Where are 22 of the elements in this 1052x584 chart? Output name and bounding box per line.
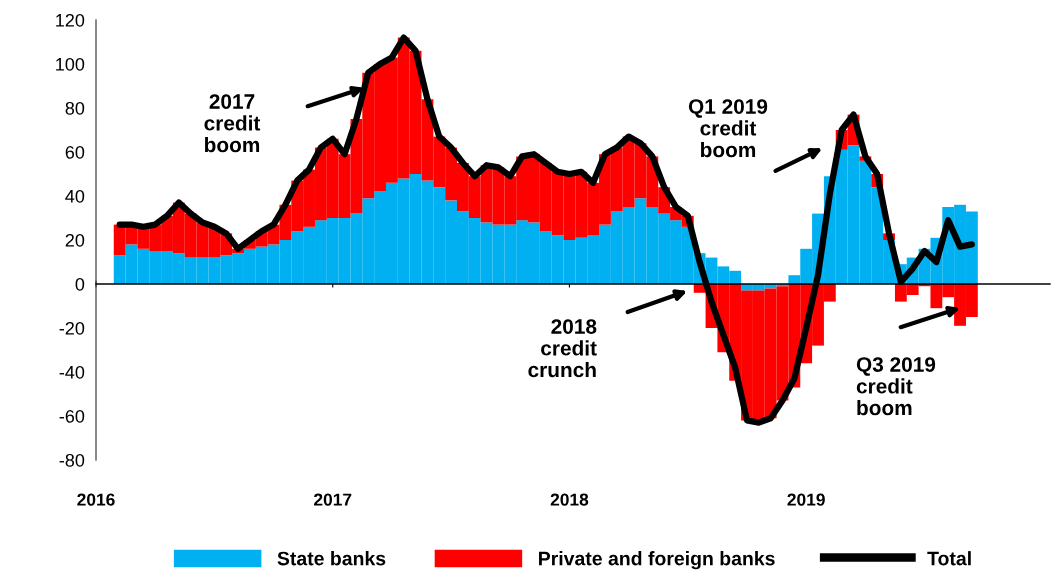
y-tick-label: 0: [75, 277, 85, 291]
y-tick-label: -80: [59, 453, 85, 467]
y-tick-label: 80: [65, 101, 85, 115]
x-tick-label: 2016: [77, 493, 115, 506]
legend-label: Total: [927, 551, 971, 566]
y-tick-label: -40: [59, 365, 85, 379]
y-tick-label: 100: [56, 57, 85, 71]
legend-label: State banks: [277, 551, 386, 566]
annotation: Q1 2019 credit boom: [688, 99, 768, 158]
legend-label: Private and foreign banks: [539, 551, 775, 570]
x-tick-label: 2017: [314, 493, 352, 506]
y-tick-label: 60: [65, 145, 85, 159]
x-tick-label: 2018: [550, 493, 589, 506]
x-tick-label: 2019: [787, 493, 825, 506]
annotation: Q3 2019 credit boom: [856, 357, 936, 416]
annotation: 2018 credit crunch: [528, 319, 597, 378]
y-tick-label: 20: [65, 233, 85, 247]
annotation: 2017 credit boom: [204, 94, 261, 153]
y-tick-label: 120: [56, 13, 85, 27]
y-tick-label: -20: [59, 321, 85, 335]
y-tick-label: -60: [59, 409, 85, 423]
y-tick-label: 40: [65, 189, 85, 203]
